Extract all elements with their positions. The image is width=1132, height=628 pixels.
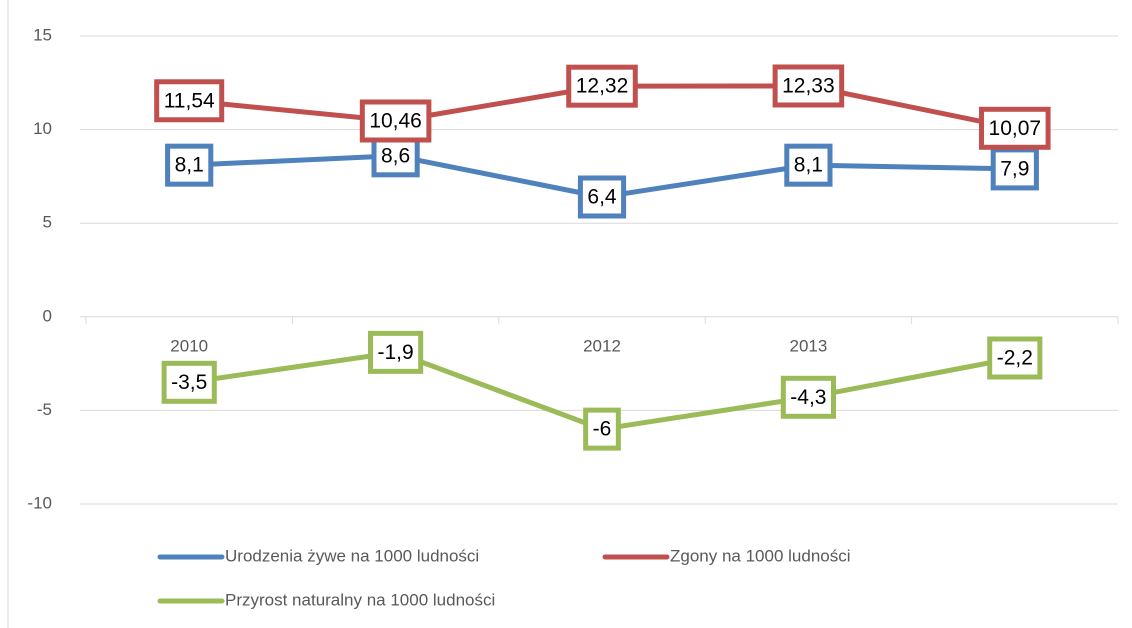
data-label-box: [780, 375, 836, 419]
y-tick-label: -5: [37, 400, 52, 419]
data-label-box: [583, 407, 621, 451]
data-label-box: [368, 330, 424, 374]
data-label-box: [154, 79, 225, 123]
data-label: 10,46: [369, 110, 422, 133]
legend-label: Urodzenia żywe na 1000 ludności: [225, 546, 479, 565]
data-label-box: [784, 143, 833, 187]
data-label: 12,32: [576, 75, 629, 98]
data-label-box: [990, 147, 1039, 191]
data-label: 11,54: [164, 89, 215, 112]
data-label-box: [987, 336, 1043, 380]
data-label-box: [566, 64, 638, 108]
data-label-box: [979, 106, 1051, 150]
data-label: 10,07: [989, 117, 1042, 140]
data-label: 8,1: [794, 154, 823, 177]
data-label: -1,9: [378, 341, 414, 364]
data-label: -2,2: [997, 347, 1033, 370]
x-tick-label: 2010: [170, 336, 208, 355]
data-label-box: [161, 360, 217, 404]
data-label: 8,1: [175, 154, 204, 177]
y-tick-label: 5: [43, 213, 52, 232]
data-label: 8,6: [381, 144, 410, 167]
data-label: 7,9: [1000, 157, 1029, 180]
x-tick-label: 2013: [789, 336, 827, 355]
data-label-box: [165, 143, 214, 187]
y-tick-label: 15: [33, 25, 52, 44]
legend-label: Zgony na 1000 ludności: [670, 546, 851, 565]
data-label-box: [772, 64, 845, 108]
data-label-box: [577, 175, 627, 219]
x-tick-label: 2012: [583, 336, 621, 355]
data-label: -6: [593, 418, 612, 441]
y-tick-label: 10: [33, 119, 52, 138]
y-tick-label: 0: [43, 306, 52, 325]
y-tick-label: -10: [27, 493, 52, 512]
data-label-box: [359, 99, 432, 143]
data-label: 12,33: [782, 75, 835, 98]
legend-label: Przyrost naturalny na 1000 ludności: [225, 590, 495, 609]
data-label: 6,4: [587, 186, 617, 209]
data-label: -4,3: [790, 386, 826, 409]
data-label: -3,5: [171, 371, 207, 394]
data-label-box: [371, 134, 420, 178]
